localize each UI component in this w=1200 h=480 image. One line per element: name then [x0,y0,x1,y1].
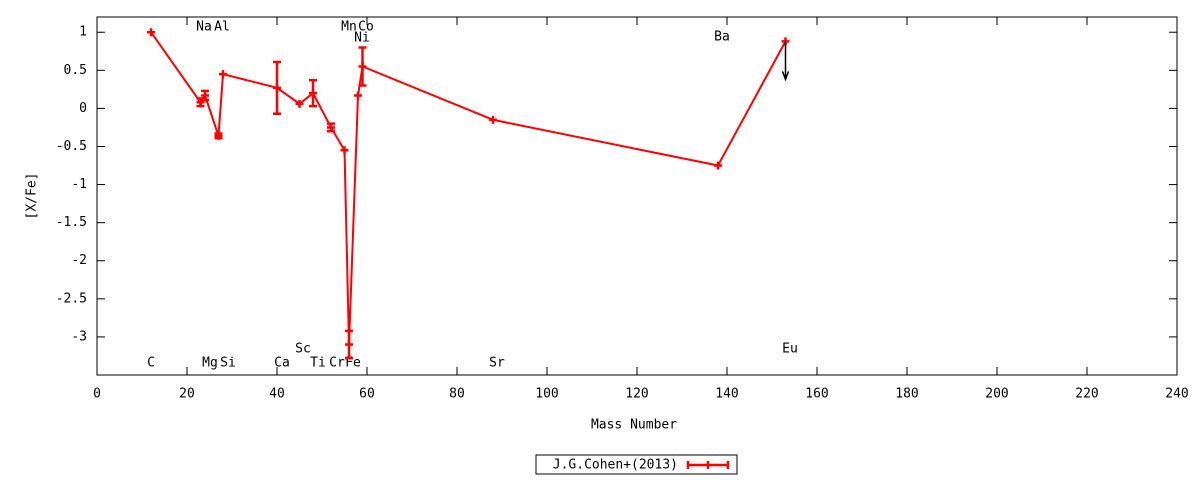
element-label: Sc [295,342,311,357]
x-tick-label: 180 [895,387,918,402]
x-tick-label: 60 [359,387,375,402]
element-label: Ca [274,356,290,371]
y-axis-label: [X/Fe] [25,173,40,220]
y-tick-label: 0.5 [64,63,87,78]
x-tick-label: 40 [269,387,285,402]
y-tick-label: -3 [71,329,87,344]
x-tick-label: 100 [535,387,558,402]
point [489,115,497,124]
point [219,70,227,79]
plot-frame [96,16,1178,376]
point [309,89,317,98]
point [354,91,362,100]
legend-label: J.G.Cohen+(2013) [553,458,678,473]
point [273,83,281,92]
element-label: C [147,356,155,371]
y-tick-label: -1.5 [56,215,87,230]
x-tick-label: 160 [805,387,828,402]
upper-limit-arrow [781,41,790,82]
element-label: Na [196,20,212,35]
point [714,161,722,170]
element-label: Ba [714,30,730,45]
point [345,340,353,349]
legend-swatch [686,461,730,469]
series-line [150,31,787,345]
y-tick-label: -2 [71,253,87,268]
y-tick-label: 0 [79,101,87,116]
x-axis-label: Mass Number [591,418,677,433]
element-label: Mg [202,356,218,371]
element-label: Sr [489,356,505,371]
point [147,28,155,37]
element-label: Eu [782,342,798,357]
y-tick-label: -0.5 [56,139,87,154]
x-tick-label: 0 [93,387,101,402]
x-tick-label: 240 [1165,387,1188,402]
element-label: Cr [329,356,345,371]
x-tick-label: 220 [1075,387,1098,402]
x-tick-label: 80 [449,387,465,402]
element-label: Co [358,20,374,35]
element-label: Ni [354,31,370,46]
x-tick-label: 140 [715,387,738,402]
point [340,146,349,155]
element-label: Si [220,356,236,371]
legend-box [535,454,738,475]
point [214,131,223,140]
x-tick-label: 200 [985,387,1008,402]
y-tick-label: -2.5 [56,291,87,306]
point [327,123,335,132]
point [295,99,304,108]
x-tick-label: 120 [625,387,648,402]
element-label: Al [214,20,230,35]
point [201,91,209,100]
y-tick-label: -1 [71,177,87,192]
element-label: Mn [341,20,357,35]
y-tick-label: 1 [79,25,87,40]
point [358,62,367,71]
element-label: Ti [310,356,326,371]
x-tick-label: 20 [179,387,195,402]
point [196,98,205,107]
